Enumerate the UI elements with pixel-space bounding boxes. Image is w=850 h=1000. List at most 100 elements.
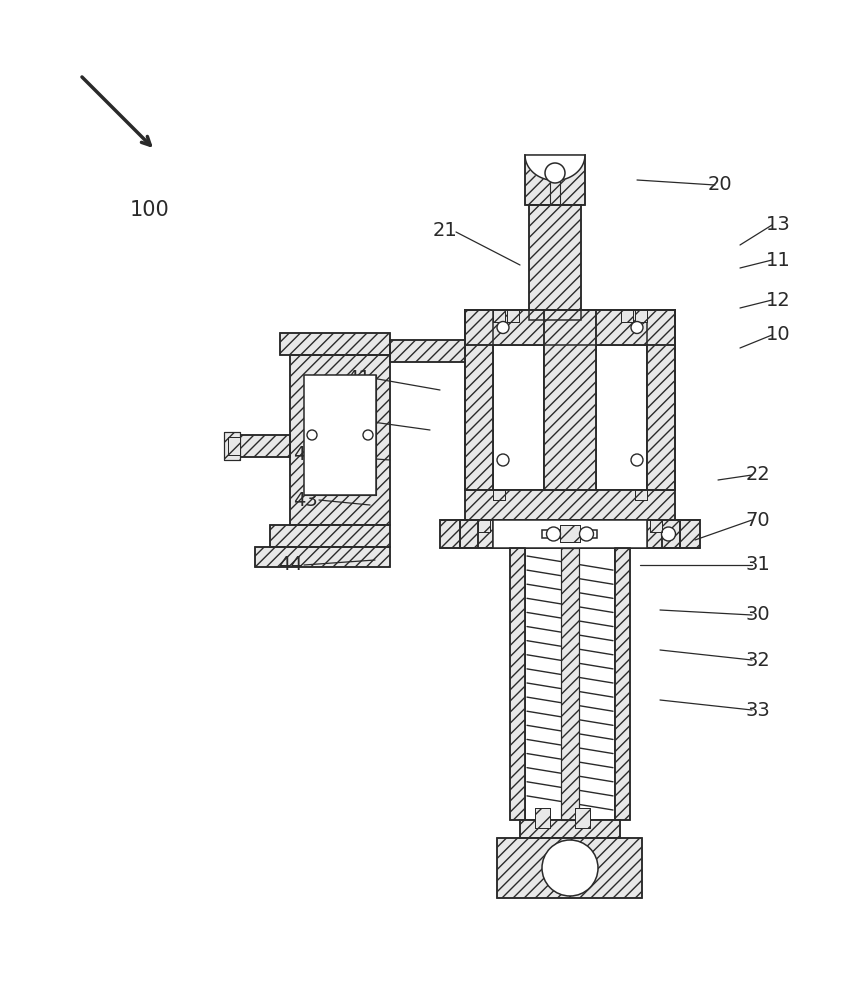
Bar [478, 520, 490, 532]
Bar [390, 340, 465, 362]
Bar [240, 435, 290, 457]
Text: 11: 11 [766, 250, 790, 269]
Bar [520, 820, 620, 838]
Bar [560, 525, 580, 542]
Bar [535, 808, 550, 828]
Text: 33: 33 [745, 700, 770, 720]
Bar [497, 838, 643, 898]
Bar [635, 490, 647, 500]
Bar [270, 525, 390, 547]
Text: 32: 32 [745, 650, 770, 670]
Circle shape [661, 527, 676, 541]
Bar [621, 310, 633, 322]
Circle shape [545, 163, 565, 183]
Text: 13: 13 [766, 216, 790, 234]
Text: 30: 30 [745, 605, 770, 624]
Bar [290, 355, 390, 525]
Bar [544, 310, 596, 490]
Bar [280, 333, 390, 355]
Bar [575, 808, 590, 828]
Circle shape [580, 527, 593, 541]
Bar [440, 520, 700, 548]
Bar [662, 520, 680, 548]
Circle shape [631, 322, 643, 334]
Bar [465, 310, 493, 490]
Bar [544, 310, 596, 490]
Text: 21: 21 [433, 221, 457, 239]
Text: 42: 42 [318, 408, 343, 428]
Bar [493, 310, 505, 322]
Bar [255, 547, 390, 567]
Bar [390, 340, 465, 362]
Bar [240, 435, 290, 457]
Bar [493, 310, 505, 322]
Bar [510, 548, 525, 820]
Text: 12: 12 [766, 290, 790, 310]
Circle shape [631, 454, 643, 466]
Bar [561, 548, 579, 820]
Bar [465, 520, 478, 548]
Bar [478, 520, 490, 532]
Bar [270, 525, 390, 547]
Circle shape [542, 840, 598, 896]
Bar [460, 520, 478, 548]
Bar [542, 530, 598, 538]
Circle shape [363, 430, 373, 440]
Bar [228, 437, 240, 455]
Bar [440, 520, 700, 548]
Text: 44: 44 [278, 556, 303, 574]
Bar [529, 205, 581, 320]
Bar [465, 490, 675, 520]
Text: 43: 43 [292, 490, 317, 510]
Polygon shape [525, 155, 585, 180]
Bar [224, 432, 240, 460]
Bar [535, 808, 550, 828]
Bar [255, 547, 390, 567]
Bar [647, 310, 675, 490]
Bar [493, 345, 544, 490]
Bar [647, 310, 675, 490]
Bar [507, 310, 519, 322]
Bar [662, 520, 680, 548]
Bar [460, 520, 478, 548]
Bar [650, 520, 662, 532]
Bar [493, 490, 505, 500]
Bar [529, 205, 581, 320]
Bar [560, 525, 580, 542]
Bar [465, 310, 675, 345]
Bar [465, 310, 675, 345]
Bar [525, 548, 615, 820]
Circle shape [497, 322, 509, 334]
Bar [228, 437, 240, 455]
Bar [465, 310, 493, 490]
Circle shape [497, 454, 509, 466]
Bar [561, 548, 579, 820]
Bar [497, 838, 643, 898]
Text: 41: 41 [346, 368, 371, 387]
Bar [465, 490, 675, 520]
Circle shape [307, 430, 317, 440]
Bar [507, 310, 519, 322]
Bar [520, 820, 620, 838]
Bar [635, 490, 647, 500]
Bar [615, 548, 630, 820]
Bar [615, 548, 630, 820]
Bar [662, 520, 675, 548]
Text: 100: 100 [130, 200, 170, 220]
Text: 31: 31 [745, 556, 770, 574]
Text: 20: 20 [708, 176, 733, 194]
Bar [510, 548, 525, 820]
Bar [290, 355, 390, 525]
Bar [493, 490, 505, 500]
Bar [635, 310, 647, 322]
Bar [525, 155, 585, 205]
Text: 10: 10 [766, 326, 790, 344]
Bar [635, 310, 647, 322]
Bar [525, 155, 585, 205]
Text: 70: 70 [745, 510, 770, 530]
Text: 40: 40 [292, 446, 317, 464]
Bar [224, 432, 240, 460]
Text: 22: 22 [745, 466, 770, 485]
Bar [280, 333, 390, 355]
Bar [575, 808, 590, 828]
